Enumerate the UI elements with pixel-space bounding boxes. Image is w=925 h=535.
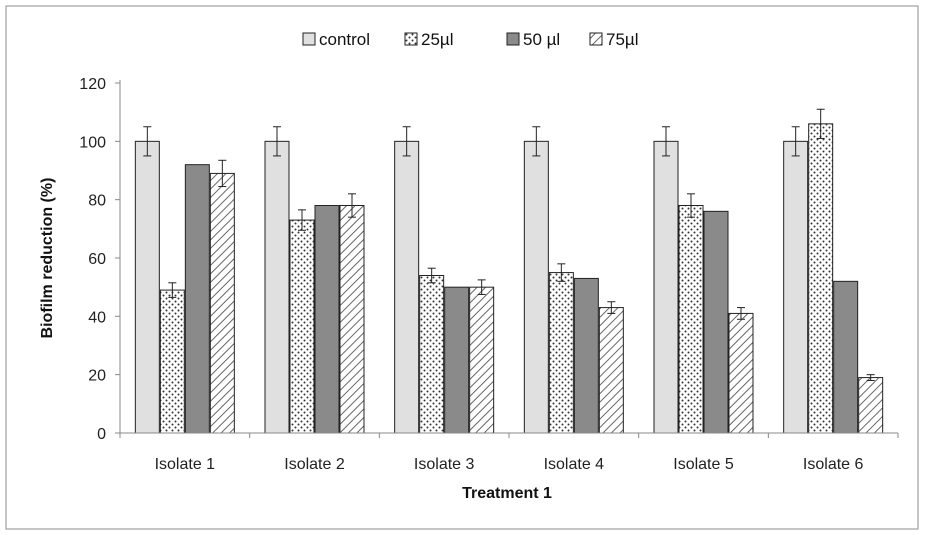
bar	[314, 205, 340, 434]
bar	[419, 275, 445, 434]
bar	[134, 140, 160, 434]
bar	[858, 377, 884, 434]
legend-swatch	[506, 32, 520, 46]
x-tick-label: Isolate 6	[803, 456, 864, 473]
x-axis: Isolate 1 Isolate 2 Isolate 3 Isolate 4 Isol…	[119, 432, 899, 473]
bar	[783, 140, 809, 434]
y-tick-label: 80	[88, 193, 106, 210]
bar	[808, 123, 834, 434]
legend-swatch	[302, 32, 316, 46]
y-tick-label: 20	[88, 368, 106, 385]
bar	[264, 140, 290, 434]
bar	[598, 307, 624, 434]
bar	[444, 286, 470, 434]
legend-label: 25µl	[421, 30, 453, 49]
bar	[653, 140, 679, 434]
bar	[289, 219, 315, 434]
x-tick-label: Isolate 5	[673, 456, 734, 473]
bar	[469, 286, 495, 434]
legend: control 25µl 50 µl 75µl	[302, 30, 638, 49]
x-axis-title: Treatment 1	[462, 485, 552, 502]
bar	[394, 140, 420, 434]
bar	[548, 272, 574, 434]
bar	[573, 277, 599, 434]
bar	[703, 210, 729, 434]
bar	[209, 172, 235, 434]
legend-swatch	[589, 32, 603, 46]
legend-swatch	[404, 32, 418, 46]
y-tick-label: 120	[79, 76, 106, 93]
y-axis-title: Biofilm reduction (%)	[39, 178, 56, 339]
x-tick-label: Isolate 3	[414, 456, 475, 473]
y-axis: 0 20 40 60 80 100 120	[79, 76, 121, 443]
y-tick-label: 60	[88, 251, 106, 268]
x-tick-label: Isolate 2	[284, 456, 345, 473]
bar	[159, 289, 185, 434]
legend-label: 75µl	[606, 30, 638, 49]
bar	[184, 164, 210, 434]
bar	[833, 280, 859, 434]
bar	[728, 312, 754, 434]
bar	[339, 205, 365, 434]
bars-group	[134, 108, 884, 434]
x-tick-label: Isolate 4	[544, 456, 605, 473]
y-tick-label: 40	[88, 309, 106, 326]
y-tick-label: 100	[79, 134, 106, 151]
y-tick-label: 0	[97, 426, 106, 443]
legend-label: 50 µl	[523, 30, 560, 49]
legend-label: control	[319, 30, 370, 49]
bar	[523, 140, 549, 434]
x-tick-label: Isolate 1	[155, 456, 216, 473]
bar	[678, 205, 704, 434]
